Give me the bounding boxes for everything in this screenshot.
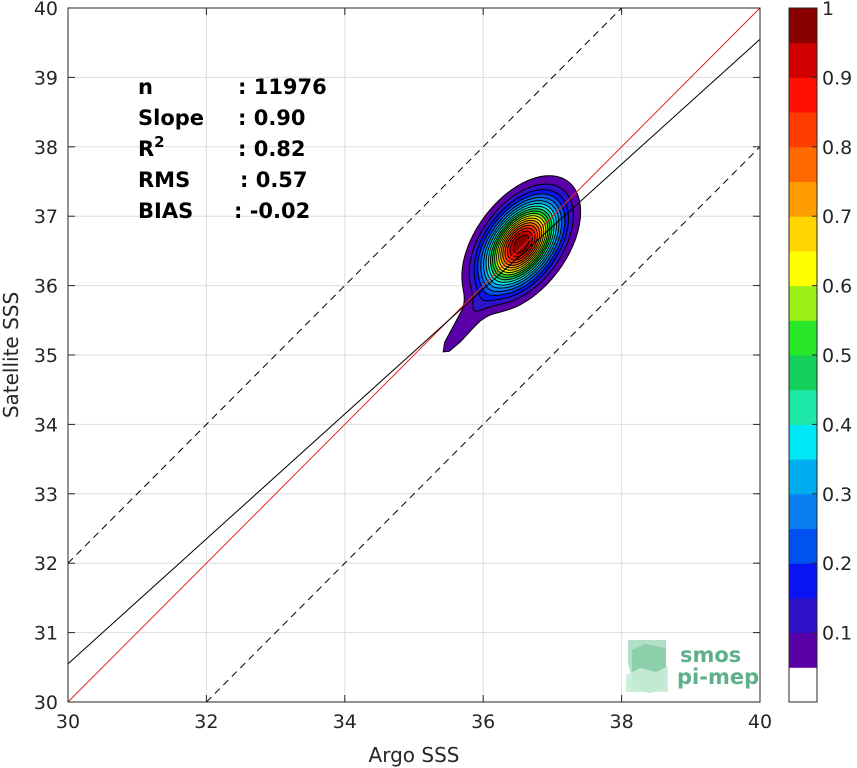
colorbar-segment-6 [789, 459, 817, 495]
colorbar-label-2: 0.3 [822, 484, 852, 506]
colorbar-label-6: 0.7 [822, 206, 852, 228]
logo-text-line1: smos [680, 643, 741, 667]
colorbar-segment-2 [789, 597, 817, 634]
reference-lines [67, 7, 761, 703]
stat-label-1: Slope [138, 106, 204, 130]
x-tick-label-5: 40 [748, 711, 772, 733]
x-axis-ticks: 30 32 34 36 38 40 [56, 8, 772, 733]
x-tick-label-3: 36 [471, 711, 495, 733]
stat-superscript: 2 [154, 133, 164, 151]
stat-value-3: : 0.57 [240, 168, 308, 192]
colorbar-label-7: 0.8 [822, 137, 852, 159]
density-contour-level-19 [512, 234, 530, 254]
x-tick-label-0: 30 [56, 711, 80, 733]
identity-line [67, 7, 761, 703]
colorbar-segment-10 [789, 320, 817, 356]
colorbar-segment-9 [789, 355, 817, 391]
colorbar-segment-5 [789, 493, 817, 529]
stat-value-1: : 0.90 [238, 106, 306, 130]
colorbar-segment-4 [789, 528, 817, 564]
y-tick-label-0: 30 [34, 692, 58, 714]
y-axis-label: Satellite SSS [0, 292, 23, 418]
stat-label-0: n [138, 75, 153, 99]
y-axis-ticks: 30 31 32 33 34 35 36 37 38 39 40 [34, 0, 760, 714]
stat-label-3: RMS [138, 168, 190, 192]
logo-icon [626, 640, 668, 693]
y-tick-label-6: 36 [34, 276, 58, 298]
x-tick-label-4: 38 [610, 711, 634, 733]
colorbar-segment-14 [789, 181, 817, 217]
stat-value-0: : 11976 [238, 75, 327, 99]
y-tick-label-2: 32 [34, 553, 58, 575]
colorbar-segment-16 [789, 112, 817, 148]
y-tick-label-4: 34 [34, 414, 58, 436]
colorbar-segment-8 [789, 389, 817, 425]
y-tick-label-3: 33 [34, 484, 58, 506]
colorbar-label-5: 0.6 [822, 276, 852, 298]
stat-value-2: : 0.82 [238, 137, 306, 161]
colorbar-segment-12 [789, 250, 817, 287]
lower-bound-line [206, 146, 761, 703]
colorbar-label-1: 0.2 [822, 553, 852, 575]
colorbar-segment-0 [789, 667, 817, 703]
colorbar-label-3: 0.4 [822, 414, 852, 436]
colorbar-label-8: 0.9 [822, 67, 852, 89]
colorbar: 0.1 0.2 0.3 0.4 0.5 0.6 0.7 0.8 0.9 1 [788, 0, 852, 703]
colorbar-segment-17 [789, 77, 817, 113]
y-tick-label-1: 31 [34, 623, 58, 645]
x-tick-label-1: 32 [194, 711, 218, 733]
colorbar-segment-1 [789, 632, 817, 668]
colorbar-segment-19 [789, 8, 817, 44]
upper-bound-line [67, 7, 622, 564]
colorbar-label-9: 1 [822, 0, 834, 20]
colorbar-segment-18 [789, 42, 817, 78]
x-axis-label: Argo SSS [369, 743, 460, 767]
y-tick-label-7: 37 [34, 206, 58, 228]
y-tick-label-8: 38 [34, 137, 58, 159]
y-tick-label-10: 40 [34, 0, 58, 20]
y-tick-label-5: 35 [34, 345, 58, 367]
smos-pi-mep-logo: smos pi-mep [626, 640, 759, 693]
colorbar-label-4: 0.5 [822, 345, 852, 367]
colorbar-segment-13 [789, 216, 817, 252]
stat-value-4: : -0.02 [234, 199, 310, 223]
colorbar-segment-11 [789, 285, 817, 321]
stats-box: n : 11976 Slope : 0.90 R2 : 0.82 RMS : 0.57 BIAS… [138, 75, 327, 223]
regression-line [67, 38, 761, 665]
x-tick-label-2: 34 [333, 711, 357, 733]
colorbar-segment-15 [789, 146, 817, 182]
colorbar-segment-3 [789, 563, 817, 599]
stat-label-4: BIAS [138, 199, 193, 223]
colorbar-segment-7 [789, 424, 817, 460]
y-tick-label-9: 39 [34, 67, 58, 89]
stat-label-2: R2 [138, 133, 165, 161]
colorbar-label-0: 0.1 [822, 623, 852, 645]
logo-text-line2: pi-mep [677, 665, 759, 689]
